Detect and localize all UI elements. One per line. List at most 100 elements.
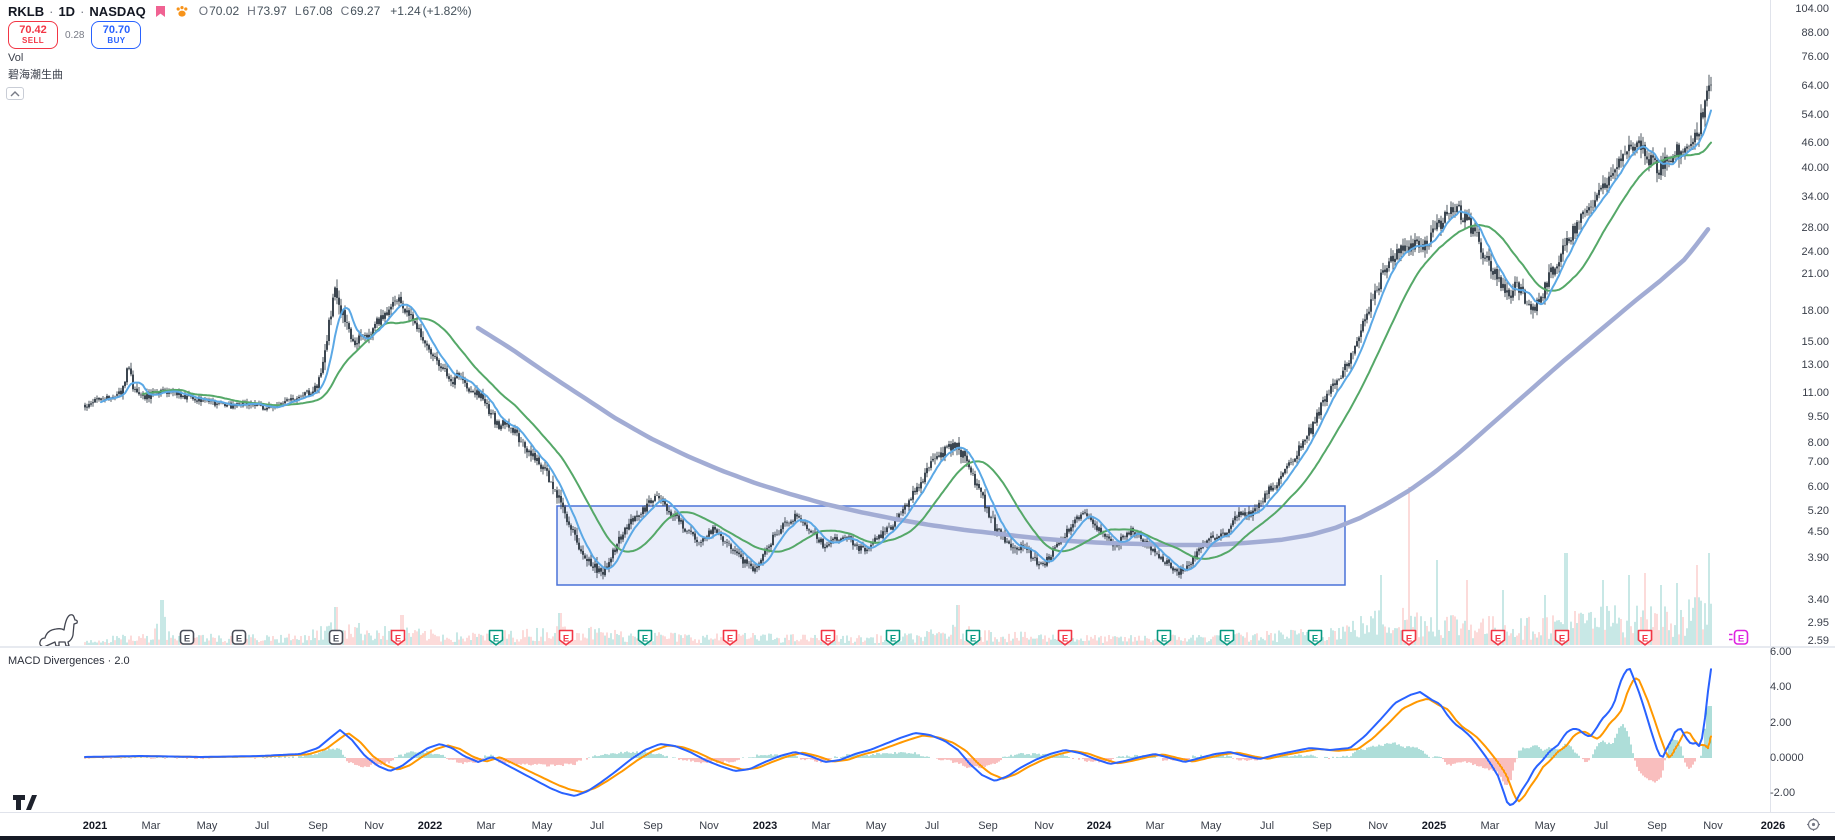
tradingview-logo[interactable] — [12, 794, 38, 811]
fast-ma-line[interactable] — [100, 109, 1712, 571]
svg-text:E: E — [1642, 634, 1648, 645]
earnings-badge[interactable]: E — [179, 629, 195, 645]
price-axis-label: 8.00 — [1807, 436, 1829, 449]
symbol-legend[interactable]: RKLB · 1D · NASDAQ O70.02 H73.97 L67.08 … — [8, 3, 472, 19]
exchange-name: NASDAQ — [89, 3, 146, 19]
earnings-badge[interactable]: E — [231, 629, 247, 645]
earnings-badge[interactable]: E — [637, 629, 653, 646]
time-axis-month-label: May — [865, 820, 887, 832]
price-axis-label: 40.00 — [1801, 161, 1829, 174]
change-percent: (+1.82%) — [422, 4, 472, 18]
time-axis-month-label: Nov — [1703, 820, 1723, 832]
time-axis-month-label: May — [1200, 820, 1222, 832]
macd-pane[interactable] — [84, 668, 1712, 806]
time-axis-year-label: 2022 — [417, 820, 443, 832]
svg-text:E: E — [970, 634, 976, 645]
macd-line[interactable] — [84, 668, 1712, 806]
earnings-badge[interactable]: E — [1219, 629, 1235, 646]
earnings-badge[interactable]: E — [1156, 629, 1172, 646]
time-scale-border — [0, 812, 1835, 813]
buy-button[interactable]: 70.70 BUY — [91, 21, 142, 49]
time-axis-year-label: 2026 — [1760, 820, 1786, 832]
price-axis[interactable]: 104.00 88.00 76.00 64.00 54.00 46.00 40.00 34.0… — [1770, 0, 1835, 812]
svg-text:E: E — [642, 634, 648, 645]
collapse-legend-button[interactable] — [6, 87, 24, 100]
svg-text:E: E — [825, 634, 831, 645]
candlestick-series[interactable] — [84, 74, 1712, 580]
price-axis-label: 15.00 — [1801, 335, 1829, 348]
earnings-badge[interactable]: E — [1057, 629, 1073, 646]
window-bottom-edge — [0, 836, 1835, 840]
svg-text:E: E — [333, 634, 339, 645]
buy-price: 70.70 — [102, 24, 131, 36]
high-value: 73.97 — [256, 4, 287, 18]
time-axis-month-label: Sep — [1312, 820, 1332, 832]
time-axis-month-label: Jul — [924, 820, 940, 832]
custom-indicator-label[interactable]: 碧海潮生曲 — [8, 69, 63, 81]
separator: · — [80, 3, 85, 19]
medium-ma-line[interactable] — [142, 141, 1712, 560]
symbol-name[interactable]: RKLB — [8, 3, 45, 19]
macd-axis-label: 6.00 — [1770, 645, 1792, 658]
earnings-badge[interactable]: E — [1729, 629, 1749, 645]
time-axis-month-label: Nov — [364, 820, 384, 832]
macd-indicator-label[interactable]: MACD Divergences · 2.0 — [8, 655, 130, 667]
volume-indicator-label[interactable]: Vol — [8, 52, 24, 64]
price-axis-label: 28.00 — [1801, 221, 1829, 234]
flag-icon[interactable] — [155, 5, 166, 18]
price-axis-label: 6.00 — [1807, 480, 1829, 493]
price-axis-label: 76.00 — [1801, 50, 1829, 63]
paw-icon[interactable] — [175, 5, 189, 18]
macd-axis-label: 0.0000 — [1770, 751, 1804, 764]
svg-text:E: E — [1406, 634, 1412, 645]
ohlc-values: O70.02 H73.97 L67.08 C69.27 +1.24 (+1.82… — [198, 4, 472, 18]
time-axis-month-label: Nov — [1368, 820, 1388, 832]
earnings-badge[interactable]: E — [390, 629, 406, 646]
spread-value: 0.28 — [65, 29, 85, 41]
earnings-badge[interactable]: E — [820, 629, 836, 646]
price-axis-label: 3.40 — [1807, 593, 1829, 606]
price-axis-label: 21.00 — [1801, 267, 1829, 280]
svg-text:E: E — [1224, 634, 1230, 645]
time-axis-month-label: May — [196, 820, 218, 832]
earnings-badge[interactable]: E — [885, 629, 901, 646]
price-axis-label: 88.00 — [1801, 26, 1829, 39]
earnings-badge[interactable]: E — [1307, 629, 1323, 646]
macd-axis-label: 2.00 — [1770, 716, 1792, 729]
svg-text:E: E — [563, 634, 569, 645]
separator: · — [49, 3, 54, 19]
earnings-badge[interactable]: E — [1401, 629, 1417, 646]
earnings-badge[interactable]: E — [488, 629, 504, 646]
earnings-badge[interactable]: E — [1554, 629, 1570, 646]
earnings-badge[interactable]: E — [1490, 629, 1506, 646]
macd-axis[interactable]: 6.00 4.00 2.00 0.0000 -2.00 — [1770, 0, 1835, 812]
open-value: 70.02 — [209, 4, 240, 18]
earnings-badge[interactable]: E — [965, 629, 981, 646]
price-axis-label: 4.50 — [1807, 525, 1829, 538]
time-axis-month-label: Mar — [811, 820, 831, 832]
sell-button[interactable]: 70.42 SELL — [8, 21, 58, 49]
svg-text:E: E — [890, 634, 896, 645]
earnings-badge[interactable]: E — [1637, 629, 1653, 646]
timeframe[interactable]: 1D — [58, 3, 76, 19]
earnings-badge[interactable]: E — [328, 629, 344, 645]
sell-price: 70.42 — [19, 24, 47, 36]
scale-settings-icon[interactable] — [1806, 817, 1821, 832]
pane-divider[interactable] — [0, 646, 1835, 648]
price-axis-label: 18.00 — [1801, 304, 1829, 317]
time-axis-month-label: Jul — [1593, 820, 1609, 832]
slow-ma-line[interactable] — [475, 227, 1711, 548]
price-axis-label: 104.00 — [1795, 2, 1829, 15]
order-panel: 70.42 SELL 0.28 70.70 BUY — [8, 21, 142, 49]
price-axis-label: 34.00 — [1801, 190, 1829, 203]
earnings-badge[interactable]: E — [558, 629, 574, 646]
svg-text:E: E — [236, 634, 242, 645]
svg-text:E: E — [1161, 634, 1167, 645]
price-axis-label: 5.20 — [1807, 504, 1829, 517]
time-axis-month-label: Nov — [699, 820, 719, 832]
earnings-badge[interactable]: E — [722, 629, 738, 646]
time-axis-month-label: Jul — [589, 820, 605, 832]
